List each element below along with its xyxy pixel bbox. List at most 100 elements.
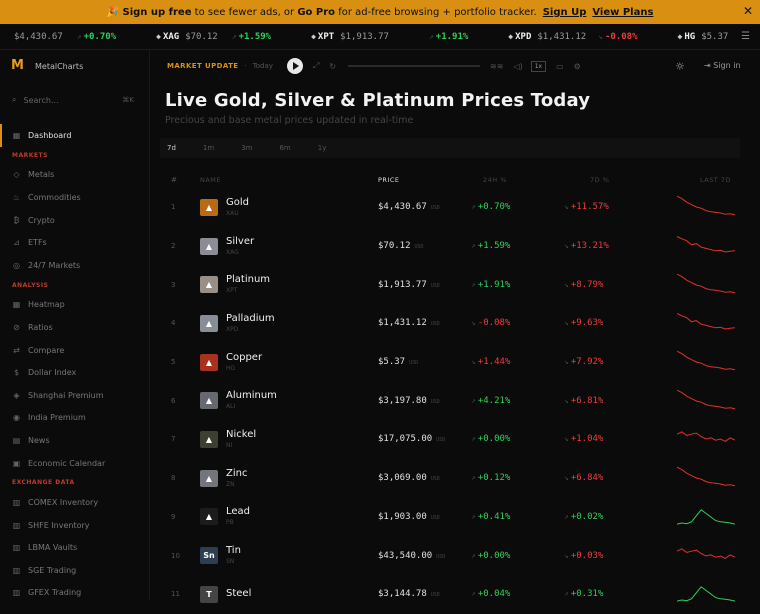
banner-go-pro[interactable]: Go Pro [297, 6, 336, 18]
sidebar-item-etfs[interactable]: ⊿ ETFs [0, 231, 150, 254]
sidebar-item-commodities[interactable]: ♨ Commodities [0, 186, 150, 209]
metal-symbol: SN [226, 558, 235, 566]
arrow-down-icon: ↘ [564, 550, 569, 560]
metal-icon: ▲ [200, 276, 218, 294]
sidebar-item-lbma-vaults[interactable]: ▥ LBMA Vaults [0, 537, 150, 560]
replay-icon[interactable]: ↻ [329, 61, 337, 71]
arrow-up-icon: ↗ [564, 589, 569, 599]
ticker-item[interactable]: ◆ HG $5.37 [678, 32, 743, 42]
equalizer-icon[interactable]: ≋≋ [490, 61, 504, 71]
heatmap-icon: ▦ [12, 300, 21, 310]
row-7d-cell: ↘ +7.92% [564, 357, 667, 367]
sidebar-item-gfex-trading[interactable]: ▥ GFEX Trading [0, 582, 150, 605]
col-header-num[interactable]: # [171, 176, 178, 184]
sidebar-item-sge-trading[interactable]: ▥ SGE Trading [0, 559, 150, 582]
arrow-up-icon: ↗ [471, 395, 476, 405]
ticker-item[interactable]: ◆ XPD $1,431.12 ↘ -0.08% [508, 32, 637, 42]
arrow-down-icon: ↘ [564, 279, 569, 289]
volume-icon[interactable]: ◁) [513, 61, 523, 71]
row-24h-cell: ↗ +1.91% [471, 280, 564, 290]
sidebar-item-heatmap[interactable]: ▦ Heatmap [0, 294, 150, 317]
table-row[interactable]: 7 ▲ Nickel NI $17,075.00 USD ↗ +0.00% ↘ +1.04% [165, 420, 735, 459]
metal-icon: ▲ [200, 392, 218, 410]
sidebar-item-dashboard[interactable]: ▦ Dashboard [0, 124, 150, 147]
play-icon[interactable] [286, 58, 303, 74]
metal-price: $17,075.00 [378, 434, 433, 445]
table-row[interactable]: 10 Sn Tin SN $43,540.00 USD ↗ +0.00% ↘ +0.03% [165, 536, 735, 575]
search-input[interactable]: ⌕ Search... ⌘K [12, 94, 134, 106]
col-header-price[interactable]: PRICE [378, 176, 400, 184]
playback-progress[interactable] [348, 65, 481, 67]
sidebar-item-crypto[interactable]: ₿ Crypto [0, 209, 150, 232]
change-24h: +0.00% [477, 550, 511, 561]
col-header-7d[interactable]: 7D % [590, 176, 610, 184]
sidebar-item-shfe-inventory[interactable]: ▥ SHFE Inventory [0, 514, 150, 537]
search-shortcut: ⌘K [122, 96, 134, 104]
table-row[interactable]: 3 ▲ Platinum XPT $1,913.77 USD ↗ +1.91% ↘ +8.79% [165, 265, 735, 304]
col-header-last-7d[interactable]: LAST 7D [699, 176, 731, 184]
table-row[interactable]: 1 ▲ Gold XAU $4,430.67 USD ↗ +0.70% ↘ +11.57% [165, 188, 735, 227]
sidebar-item-ratios[interactable]: ⊘ Ratios [0, 316, 150, 339]
range-tab-1m[interactable]: 1m [202, 144, 215, 152]
range-tab-3m[interactable]: 3m [241, 144, 253, 152]
sidebar-item-compare[interactable]: ⇄ Compare [0, 339, 150, 362]
row-price-cell: $43,540.00 USD [378, 551, 471, 561]
sidebar-item-label: 24/7 Markets [28, 260, 81, 270]
currency-label: USD [409, 360, 419, 367]
metal-icon: T [200, 585, 218, 603]
currency-label: USD [430, 321, 440, 328]
settings-icon[interactable]: ⚙ [573, 61, 581, 71]
range-tab-7d[interactable]: 7d [167, 144, 176, 152]
arrow-up-icon: ↗ [471, 473, 476, 483]
table-row[interactable]: 2 ▲ Silver XAG $70.12 USD ↗ +1.59% ↘ +13.21% [165, 227, 735, 266]
expand-icon[interactable]: ⤢ [312, 61, 320, 70]
row-7d-cell: ↘ +8.79% [564, 280, 667, 290]
sidebar-item-shanghai-premium[interactable]: ◈ Shanghai Premium [0, 384, 150, 407]
sidebar-item-news[interactable]: ▤ News [0, 429, 150, 452]
ticker-item[interactable]: ◆ XAG $70.12 ↗ +1.59% [156, 32, 271, 42]
range-tab-1y[interactable]: 1y [317, 144, 327, 152]
sidebar-item-dollar-index[interactable]: $ Dollar Index [0, 361, 150, 384]
banner-view-plans-link[interactable]: View Plans [592, 6, 654, 18]
brand[interactable]: M MetalCharts [0, 50, 149, 82]
sidebar-item-247-markets[interactable]: ◎ 24/7 Markets [0, 254, 150, 277]
table-row[interactable]: 5 ▲ Copper HG $5.37 USD ↘ +1.44% ↘ +7.92% [165, 343, 735, 382]
table-row[interactable]: 11 T Steel $3,144.78 USD ↗ +0.04% ↗ +0.31% [165, 575, 735, 614]
banner-signup-link[interactable]: Sign Up [542, 6, 587, 18]
col-header-24h[interactable]: 24H % [483, 176, 507, 184]
col-header-name[interactable]: NAME [200, 176, 222, 184]
change-7d: +0.02% [570, 511, 604, 522]
table-row[interactable]: 6 ▲ Aluminum ALI $3,197.80 USD ↗ +4.21% ↘ +6.81% [165, 381, 735, 420]
banner-text-post: for ad-free browsing + portfolio tracker… [335, 6, 537, 18]
theme-toggle-icon[interactable]: ☼ [675, 60, 685, 73]
ticker-item[interactable]: $4,430.67 ↗ +0.70% [8, 32, 116, 42]
metal-name: Nickel [226, 428, 257, 440]
close-icon[interactable]: ✕ [742, 4, 753, 18]
arrow-up-icon: ↗ [564, 511, 569, 521]
sidebar-item-metals[interactable]: ◇ Metals [0, 164, 150, 187]
sign-in-button[interactable]: ⇥ Sign in [704, 61, 741, 70]
sidebar-item-label: GFEX Trading [28, 588, 82, 598]
metal-price: $3,069.00 [378, 473, 427, 484]
table-row[interactable]: 9 ▲ Lead PB $1,903.00 USD ↗ +0.41% ↗ +0.02% [165, 498, 735, 537]
table-row[interactable]: 4 ▲ Palladium XPD $1,431.12 USD ↘ -0.08% ↘ +9.63% [165, 304, 735, 343]
sidebar-item-economic-calendar[interactable]: ▣ Economic Calendar [0, 452, 150, 475]
sidebar-item-comex-inventory[interactable]: ▥ COMEX Inventory [0, 491, 150, 514]
row-price-cell: $70.12 USD [378, 241, 471, 251]
row-sparkline-cell [667, 542, 735, 570]
menu-icon[interactable]: ☰ [741, 31, 750, 42]
table-row[interactable]: 8 ▲ Zinc ZN $3,069.00 USD ↗ +0.12% ↘ +6.84% [165, 459, 735, 498]
sidebar-item-india-premium[interactable]: ◉ India Premium [0, 407, 150, 430]
row-price-cell: $17,075.00 USD [378, 434, 471, 444]
transcript-icon[interactable]: ▭ [556, 61, 564, 71]
arrow-down-icon: ↘ [564, 434, 569, 444]
metal-symbol: NI [226, 441, 233, 449]
row-7d-cell: ↘ +9.63% [564, 318, 667, 328]
ticker-item[interactable]: ◆ XPT $1,913.77 ↗ +1.91% [311, 32, 468, 42]
page-title: Live Gold, Silver & Platinum Prices Toda… [165, 90, 591, 111]
search-placeholder: Search... [23, 95, 59, 105]
sparkline-line [677, 586, 735, 602]
speed-button[interactable]: 1x [530, 60, 547, 72]
banner-signup-text[interactable]: 🎉 Sign up free [106, 6, 192, 18]
range-tab-6m[interactable]: 6m [279, 144, 291, 152]
